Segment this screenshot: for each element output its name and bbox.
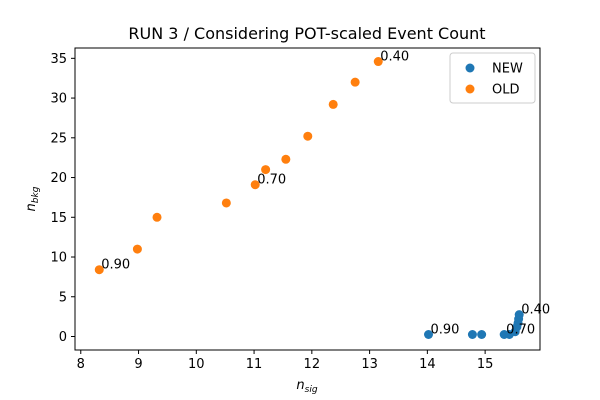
x-tick-label: 9 (134, 357, 142, 372)
series-new (424, 310, 524, 340)
plot-area-frame (74, 47, 541, 351)
data-point (467, 330, 477, 340)
data-point (303, 131, 313, 141)
data-point (424, 330, 434, 340)
x-axis-label-base: n (296, 378, 304, 393)
series-old (94, 57, 383, 275)
data-point (514, 310, 524, 320)
point-annotation: 0.40 (380, 50, 409, 65)
y-axis-ticks: 0 5 10 15 20 25 30 35 (50, 52, 75, 345)
x-tick-label: 11 (246, 357, 263, 372)
y-tick-label: 15 (50, 211, 67, 226)
x-tick-label: 10 (188, 357, 205, 372)
chart-title: RUN 3 / Considering POT-scaled Event Cou… (128, 24, 485, 43)
y-tick-label: 10 (50, 251, 67, 266)
x-tick-label: 15 (477, 357, 494, 372)
y-axis-label: nbkg (24, 186, 41, 211)
y-tick-label: 20 (50, 171, 67, 186)
point-annotations: 0.90 0.70 0.40 0.90 0.70 0.40 (101, 50, 550, 338)
data-point (261, 165, 271, 175)
point-annotation: 0.90 (431, 323, 460, 338)
x-tick-label: 14 (419, 357, 436, 372)
x-axis-ticks: 8 9 10 11 12 13 14 15 (77, 350, 494, 372)
data-point (221, 198, 231, 208)
data-point (250, 180, 260, 190)
y-tick-label: 0 (59, 330, 67, 345)
legend-item: OLD (465, 83, 520, 98)
legend-label: OLD (492, 83, 520, 98)
x-tick-label: 13 (361, 357, 378, 372)
y-tick-label: 35 (50, 52, 67, 67)
legend-label: NEW (492, 62, 523, 77)
data-point (373, 57, 383, 67)
data-points (94, 57, 524, 340)
data-point (328, 99, 338, 109)
data-point (132, 244, 142, 254)
x-axis-label-sub: sig (305, 385, 318, 395)
data-point (94, 265, 104, 275)
point-annotation: 0.70 (506, 323, 535, 338)
point-annotation: 0.70 (257, 173, 286, 188)
x-tick-label: 8 (77, 357, 85, 372)
legend-marker (465, 84, 475, 94)
data-point (477, 330, 487, 340)
y-tick-label: 25 (50, 131, 67, 146)
data-point (152, 212, 162, 222)
x-axis-label: nsig (296, 378, 317, 395)
x-tick-label: 12 (304, 357, 321, 372)
legend: NEW OLD (449, 52, 536, 104)
y-axis-label-sub: bkg (31, 186, 41, 203)
data-point (350, 77, 360, 87)
point-annotation: 0.40 (521, 303, 550, 318)
legend-item: NEW (465, 62, 523, 77)
data-point (281, 154, 291, 164)
legend-marker (465, 63, 475, 73)
y-axis-label-base: n (24, 203, 39, 211)
y-tick-label: 30 (50, 92, 67, 107)
point-annotation: 0.90 (101, 258, 130, 273)
y-tick-label: 5 (59, 290, 67, 305)
